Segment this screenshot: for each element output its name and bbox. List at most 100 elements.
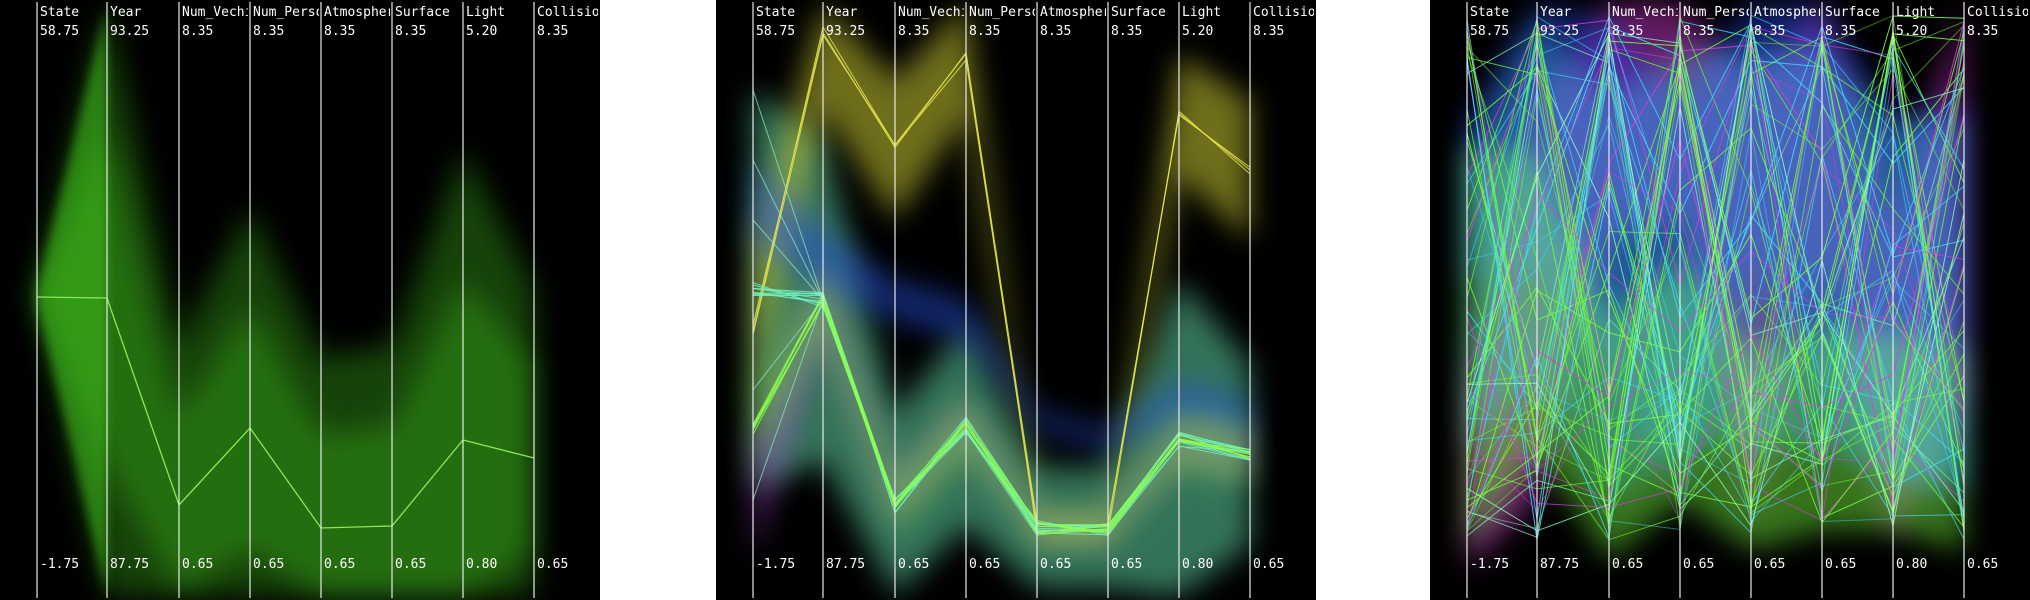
data-line (1466, 24, 1965, 521)
axis-min-label: 0.65 (395, 557, 426, 572)
data-line (1466, 44, 1965, 524)
axis-min-label: 0.65 (1612, 557, 1643, 572)
axis-min-label: 0.65 (1683, 557, 1714, 572)
data-line (752, 31, 1251, 534)
axis-min-label: 0.65 (1253, 557, 1284, 572)
axis-label: Light (1896, 5, 1935, 20)
data-line (1466, 48, 1965, 519)
chart-canvas: State58.75-1.75Year93.2587.75Num_Vechi8.… (752, 2, 1316, 598)
data-line (1466, 15, 1965, 412)
axis-label: Collision (537, 5, 600, 20)
axis-label: Year (1540, 5, 1571, 20)
data-line (1466, 31, 1965, 541)
axis-max-label: 93.25 (1540, 24, 1579, 39)
axis-max-label: 93.25 (110, 24, 149, 39)
axis-label: Surface (395, 5, 450, 20)
data-line (1466, 18, 1965, 451)
axis-label: Atmospher (1754, 5, 1825, 20)
cluster-band (37, 4, 534, 596)
data-line (1466, 14, 1965, 532)
data-line (1466, 57, 1965, 540)
axis-label: Light (1182, 5, 1221, 20)
axis-min-label: 0.65 (1754, 557, 1785, 572)
axis-max-label: 58.75 (40, 24, 79, 39)
cluster-center-line (36, 296, 535, 529)
axis-label: Num_Vechi (1612, 5, 1682, 20)
axis-label: State (1470, 5, 1509, 20)
data-line (1466, 70, 1965, 517)
axis-label: Collision (1967, 5, 2030, 20)
axis-max-label: 93.25 (826, 24, 865, 39)
axis-max-label: 8.35 (1683, 24, 1714, 39)
axis-label: Num_Perso (1683, 5, 1753, 20)
axis-max-label: 8.35 (1754, 24, 1785, 39)
axis-min-label: 0.65 (324, 557, 355, 572)
axis-max-label: 5.20 (1896, 24, 1927, 39)
axis-max-label: 58.75 (756, 24, 795, 39)
axis-label: State (756, 5, 795, 20)
axis-min-label: 0.65 (537, 557, 568, 572)
data-line (1466, 15, 1965, 500)
axis-label: Num_Perso (969, 5, 1039, 20)
axis-min-label: 87.75 (110, 557, 149, 572)
axis-label: Num_Vechi (898, 5, 968, 20)
parallel-coordinates-panel-1: State 58.75 -1.75 Year 93.25 87.75 Num_Vechi 8.… (0, 0, 600, 600)
axis-min-label: 0.65 (969, 557, 1000, 572)
data-lines (1466, 14, 1965, 541)
axis-label: Year (110, 5, 141, 20)
axis-max-label: 8.35 (898, 24, 929, 39)
axis-min-label: 0.65 (1040, 557, 1071, 572)
data-line (1466, 31, 1965, 519)
data-line (1466, 32, 1965, 507)
axis-max-label: 8.35 (1253, 24, 1284, 39)
data-line (1466, 44, 1965, 512)
cluster-band-1 (753, 4, 1250, 538)
axes: State58.75-1.75Year93.2587.75Num_Vechi8.… (36, 2, 600, 598)
axis-max-label: 8.35 (253, 24, 284, 39)
data-line (1466, 39, 1965, 508)
axis-max-label: 5.20 (466, 24, 497, 39)
axis-label: State (40, 5, 79, 20)
axis-label: Surface (1111, 5, 1166, 20)
axis-max-label: 58.75 (1470, 24, 1509, 39)
data-line (1466, 191, 1965, 488)
axis-max-label: 8.35 (1612, 24, 1643, 39)
data-line (1466, 122, 1965, 530)
axis-label: Collision (1253, 5, 1316, 20)
axis-label: Num_Perso (253, 5, 323, 20)
parallel-coordinates-panel-2: State 58.75 -1.75 Year 93.25 87.75 Num_Vechi 8.… (716, 0, 1316, 600)
data-line (1466, 164, 1965, 472)
chart-canvas: State58.75-1.75Year93.2587.75Num_Vechi8.… (36, 2, 600, 598)
axis-label: Atmospher (1040, 5, 1111, 20)
data-line (1466, 37, 1965, 490)
axis-max-label: 8.35 (395, 24, 426, 39)
axis-max-label: 8.35 (1040, 24, 1071, 39)
data-line (752, 303, 1251, 533)
cluster-bands (753, 4, 1250, 596)
data-line (1466, 26, 1965, 523)
data-line (752, 300, 1251, 533)
axis-min-label: 0.80 (1182, 557, 1213, 572)
axis-label: Year (826, 5, 857, 20)
cluster-lines (752, 25, 1251, 537)
axis-min-label: 0.80 (466, 557, 497, 572)
data-line (752, 299, 824, 391)
data-line (1466, 21, 1965, 524)
axis-max-label: 8.35 (324, 24, 355, 39)
data-line (1466, 26, 1965, 500)
data-line (1466, 15, 1965, 514)
data-line (1466, 25, 1965, 474)
data-line (752, 219, 824, 301)
axis-min-label: 0.65 (898, 557, 929, 572)
data-line (1466, 158, 1965, 532)
axis-max-label: 8.35 (182, 24, 213, 39)
data-line (1466, 245, 1965, 508)
data-line (752, 159, 824, 301)
data-line (752, 299, 824, 501)
axis-max-label: 8.35 (969, 24, 1000, 39)
data-line (1466, 37, 1965, 492)
axis-max-label: 5.20 (1182, 24, 1213, 39)
axis-min-label: -1.75 (1470, 557, 1509, 572)
axis-label: Surface (1825, 5, 1880, 20)
